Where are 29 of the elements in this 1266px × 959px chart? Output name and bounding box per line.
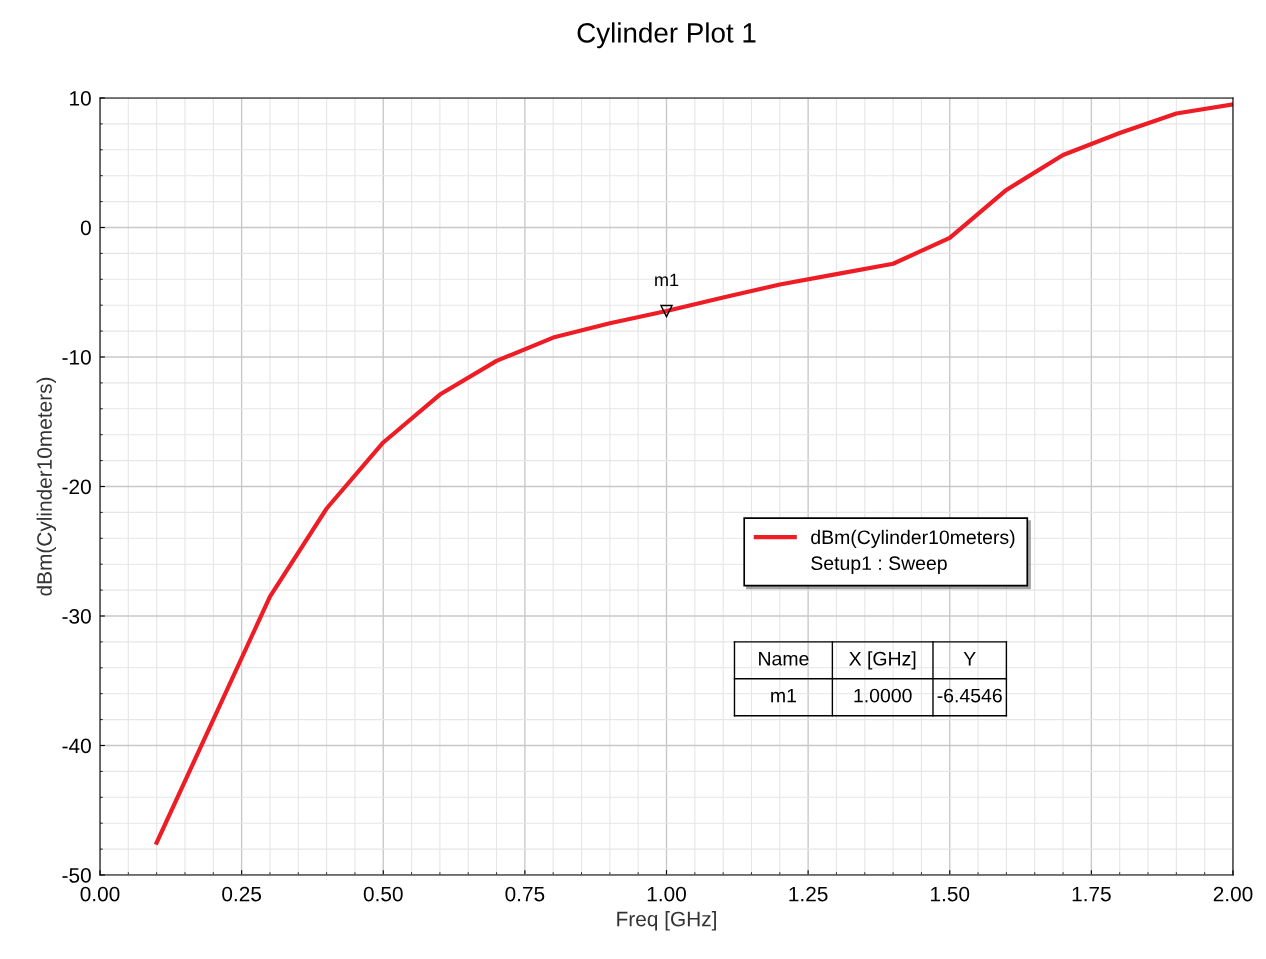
x-tick-label: 0.50: [363, 886, 403, 902]
annotation: m1: [771, 688, 796, 703]
annotation: Name: [759, 652, 809, 666]
x-tick-label: 0.00: [80, 886, 120, 902]
annotation: X [GHz]: [849, 651, 916, 670]
annotation: -6.4546: [937, 688, 1002, 703]
x-tick-label: 1.50: [931, 886, 970, 902]
x-tick-label: 1.75: [1072, 886, 1111, 902]
x-tick-label: 2.00: [1213, 886, 1253, 902]
x-axis-title: Freq [GHz]: [617, 911, 716, 931]
y-tick-label: -20: [62, 479, 91, 495]
y-tick-label: -10: [62, 350, 91, 365]
y-tick-label: -30: [62, 609, 91, 624]
line-series: [154, 102, 1233, 845]
annotation: Y: [963, 652, 976, 666]
annotation: 1.0000: [854, 688, 912, 703]
y-tick-label: -40: [62, 738, 91, 754]
x-tick-label: 1.00: [647, 886, 686, 902]
annotation: Setup1 : Sweep: [811, 556, 947, 574]
y-axis-title: dBm(Cylinder10meters): [36, 377, 56, 596]
y-tick-label: 0: [80, 220, 91, 236]
legend-label: dBm(Cylinder10meters): [811, 529, 1015, 548]
chart-title: Cylinder Plot 1: [577, 22, 756, 49]
x-tick-label: 0.75: [505, 886, 545, 902]
y-tick-label: -50: [62, 868, 91, 883]
y-tick-label: 10: [70, 91, 91, 106]
x-tick-label: 0.25: [222, 886, 262, 902]
x-tick-label: 1.25: [789, 886, 828, 902]
annotation: m1: [655, 273, 679, 287]
